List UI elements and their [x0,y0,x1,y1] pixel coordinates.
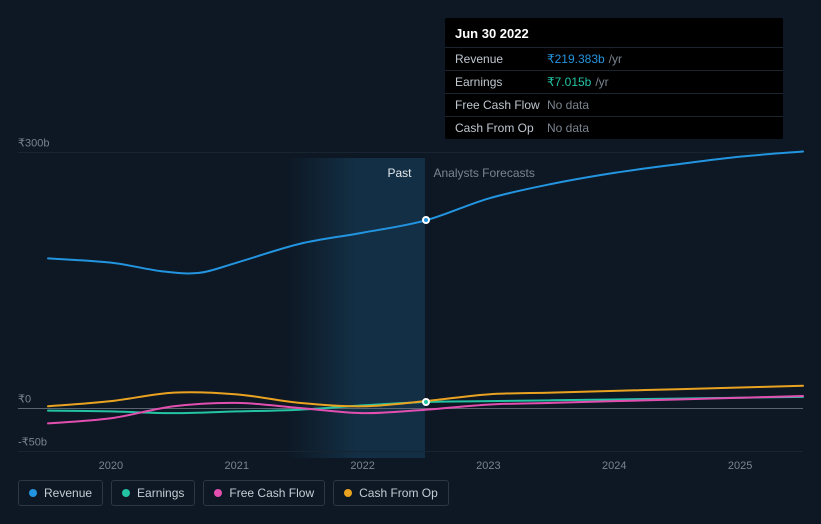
series-line-revenue [48,152,803,274]
x-axis-label: 2024 [602,460,626,472]
tooltip-row-unit: /yr [595,75,608,89]
marker-revenue [422,216,430,224]
legend-label: Cash From Op [359,486,438,500]
tooltip-row: Free Cash FlowNo data [445,93,783,116]
legend-dot-icon [29,489,37,497]
legend-label: Earnings [137,486,184,500]
tooltip-row-label: Earnings [455,75,547,89]
tooltip-row-label: Cash From Op [455,121,547,135]
tooltip-rows: Revenue₹219.383b/yrEarnings₹7.015b/yrFre… [445,47,783,139]
x-axis-label: 2021 [225,460,249,472]
financial-chart: Jun 30 2022 Revenue₹219.383b/yrEarnings₹… [18,18,803,506]
legend-cfo[interactable]: Cash From Op [333,480,449,506]
tooltip-row-nodata: No data [547,98,589,112]
chart-lines [18,128,803,458]
legend-dot-icon [214,489,222,497]
legend-earnings[interactable]: Earnings [111,480,195,506]
x-axis-label: 2020 [99,460,123,472]
plot-area[interactable]: ₹300b₹0-₹50b Past Analysts Forecasts 202… [18,128,803,458]
chart-tooltip: Jun 30 2022 Revenue₹219.383b/yrEarnings₹… [445,18,783,139]
marker-earnings [422,398,430,406]
tooltip-date: Jun 30 2022 [445,18,783,47]
tooltip-row: Earnings₹7.015b/yr [445,70,783,93]
tooltip-row-nodata: No data [547,121,589,135]
legend-label: Revenue [44,486,92,500]
legend-dot-icon [122,489,130,497]
tooltip-row-label: Free Cash Flow [455,98,547,112]
legend-fcf[interactable]: Free Cash Flow [203,480,325,506]
tooltip-row-value: ₹219.383b [547,52,605,66]
tooltip-row-label: Revenue [455,52,547,66]
legend-dot-icon [344,489,352,497]
x-axis-label: 2025 [728,460,752,472]
x-axis-label: 2022 [350,460,374,472]
tooltip-row: Revenue₹219.383b/yr [445,47,783,70]
chart-legend: Revenue Earnings Free Cash Flow Cash From O… [18,480,449,506]
tooltip-row-value: ₹7.015b [547,75,591,89]
legend-label: Free Cash Flow [229,486,314,500]
tooltip-row: Cash From OpNo data [445,116,783,139]
tooltip-row-unit: /yr [609,52,622,66]
x-axis-label: 2023 [476,460,500,472]
legend-revenue[interactable]: Revenue [18,480,103,506]
